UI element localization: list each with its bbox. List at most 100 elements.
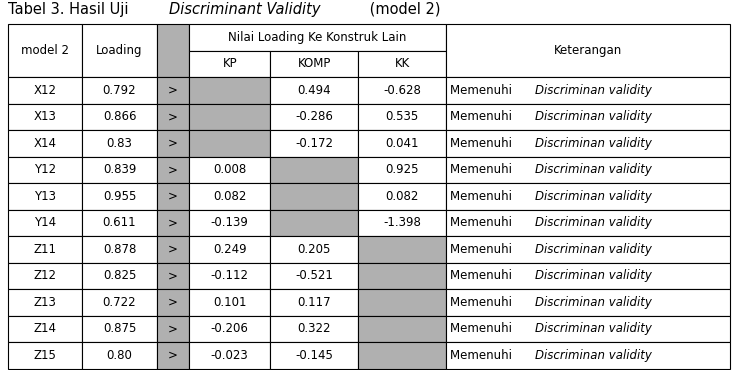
Text: Memenuhi: Memenuhi bbox=[450, 243, 516, 256]
Bar bbox=[189, 183, 270, 209]
Text: Memenuhi: Memenuhi bbox=[450, 216, 516, 229]
Bar bbox=[156, 157, 189, 183]
Text: 0.83: 0.83 bbox=[106, 137, 133, 150]
Bar bbox=[358, 289, 446, 316]
Text: >: > bbox=[168, 296, 178, 309]
Text: Discriminan validity: Discriminan validity bbox=[535, 296, 652, 309]
Bar bbox=[189, 236, 270, 262]
Bar bbox=[8, 316, 83, 342]
Text: Memenuhi: Memenuhi bbox=[450, 190, 516, 203]
Bar bbox=[446, 342, 730, 369]
Text: KP: KP bbox=[222, 57, 237, 70]
Bar bbox=[8, 262, 83, 289]
Bar bbox=[83, 342, 156, 369]
Text: Memenuhi: Memenuhi bbox=[450, 110, 516, 123]
Text: -0.139: -0.139 bbox=[211, 216, 249, 229]
Bar bbox=[358, 316, 446, 342]
Bar bbox=[358, 50, 446, 77]
Text: 0.494: 0.494 bbox=[297, 84, 331, 97]
Text: Discriminan validity: Discriminan validity bbox=[535, 110, 652, 123]
Bar bbox=[8, 24, 83, 77]
Text: 0.205: 0.205 bbox=[297, 243, 331, 256]
Text: Discriminan validity: Discriminan validity bbox=[535, 243, 652, 256]
Bar bbox=[270, 289, 358, 316]
Bar bbox=[358, 183, 446, 209]
Bar bbox=[358, 209, 446, 236]
Text: -0.521: -0.521 bbox=[295, 269, 333, 282]
Text: Nilai Loading Ke Konstruk Lain: Nilai Loading Ke Konstruk Lain bbox=[229, 31, 407, 44]
Text: 0.082: 0.082 bbox=[213, 190, 246, 203]
Bar bbox=[83, 77, 156, 104]
Text: 0.722: 0.722 bbox=[103, 296, 137, 309]
Text: 0.878: 0.878 bbox=[103, 243, 137, 256]
Text: Y13: Y13 bbox=[34, 190, 56, 203]
Bar bbox=[189, 342, 270, 369]
Text: 0.955: 0.955 bbox=[103, 190, 137, 203]
Text: Z15: Z15 bbox=[34, 349, 57, 362]
Text: 0.792: 0.792 bbox=[103, 84, 137, 97]
Text: Discriminan validity: Discriminan validity bbox=[535, 190, 652, 203]
Bar bbox=[156, 77, 189, 104]
Bar bbox=[189, 130, 270, 157]
Bar bbox=[446, 130, 730, 157]
Bar bbox=[270, 157, 358, 183]
Bar bbox=[83, 262, 156, 289]
Bar bbox=[83, 209, 156, 236]
Bar bbox=[446, 289, 730, 316]
Bar bbox=[270, 316, 358, 342]
Text: 0.322: 0.322 bbox=[297, 322, 331, 335]
Bar bbox=[446, 24, 730, 77]
Bar bbox=[83, 183, 156, 209]
Bar bbox=[8, 183, 83, 209]
Text: 0.117: 0.117 bbox=[297, 296, 331, 309]
Text: >: > bbox=[168, 110, 178, 123]
Text: 0.875: 0.875 bbox=[103, 322, 137, 335]
Bar bbox=[446, 209, 730, 236]
Bar bbox=[358, 77, 446, 104]
Bar bbox=[446, 262, 730, 289]
Bar bbox=[8, 104, 83, 130]
Text: Memenuhi: Memenuhi bbox=[450, 163, 516, 176]
Text: >: > bbox=[168, 216, 178, 229]
Bar bbox=[8, 130, 83, 157]
Bar bbox=[270, 50, 358, 77]
Text: Discriminan validity: Discriminan validity bbox=[535, 216, 652, 229]
Text: -1.398: -1.398 bbox=[383, 216, 421, 229]
Bar bbox=[156, 262, 189, 289]
Text: model 2: model 2 bbox=[21, 44, 69, 57]
Text: Memenuhi: Memenuhi bbox=[450, 349, 516, 362]
Text: Discriminant Validity: Discriminant Validity bbox=[170, 2, 321, 17]
Bar bbox=[270, 262, 358, 289]
Text: Memenuhi: Memenuhi bbox=[450, 137, 516, 150]
Text: X14: X14 bbox=[34, 137, 57, 150]
Bar bbox=[270, 236, 358, 262]
Text: 0.008: 0.008 bbox=[213, 163, 246, 176]
Bar bbox=[156, 209, 189, 236]
Bar bbox=[358, 342, 446, 369]
Bar bbox=[270, 104, 358, 130]
Bar bbox=[156, 104, 189, 130]
Text: Keterangan: Keterangan bbox=[554, 44, 622, 57]
Bar bbox=[8, 289, 83, 316]
Text: Memenuhi: Memenuhi bbox=[450, 84, 516, 97]
Text: X13: X13 bbox=[34, 110, 57, 123]
Bar bbox=[446, 157, 730, 183]
Bar bbox=[446, 183, 730, 209]
Text: 0.839: 0.839 bbox=[103, 163, 137, 176]
Text: >: > bbox=[168, 269, 178, 282]
Text: Z14: Z14 bbox=[34, 322, 57, 335]
Bar bbox=[83, 316, 156, 342]
Bar bbox=[156, 342, 189, 369]
Bar bbox=[189, 262, 270, 289]
Bar bbox=[270, 130, 358, 157]
Bar bbox=[156, 183, 189, 209]
Bar bbox=[83, 157, 156, 183]
Bar bbox=[189, 157, 270, 183]
Bar bbox=[358, 157, 446, 183]
Bar bbox=[358, 262, 446, 289]
Bar bbox=[446, 77, 730, 104]
Text: KOMP: KOMP bbox=[297, 57, 331, 70]
Text: 0.041: 0.041 bbox=[385, 137, 419, 150]
Bar bbox=[8, 77, 83, 104]
Text: Memenuhi: Memenuhi bbox=[450, 296, 516, 309]
